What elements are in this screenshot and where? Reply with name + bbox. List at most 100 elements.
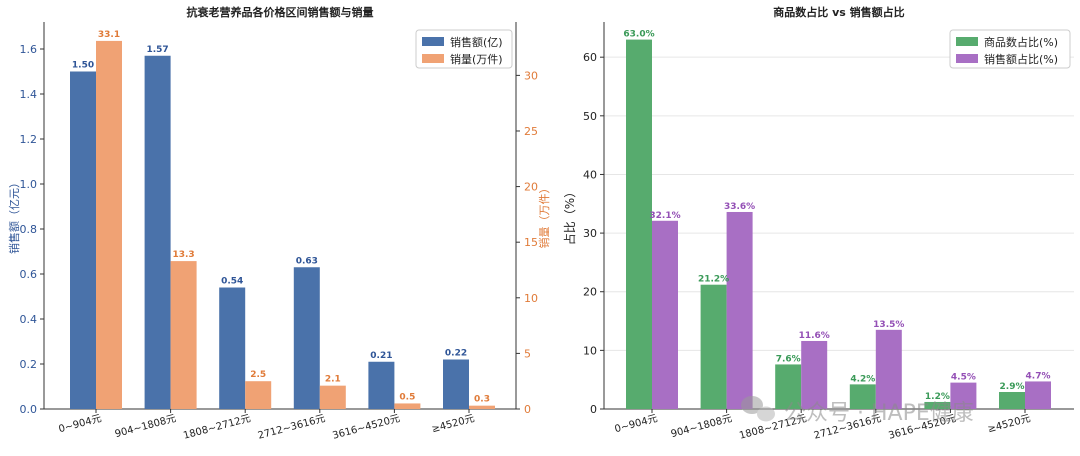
y2-tick-label: 30 <box>524 69 538 82</box>
x-tick-label: ≥4520元 <box>431 413 476 435</box>
bar-volume <box>96 40 122 409</box>
bar-product-share <box>775 364 802 409</box>
chart-title: 抗衰老营养品各价格区间销售额与销量 <box>187 5 374 19</box>
y2-tick-label: 15 <box>524 236 538 249</box>
watermark: 公众号 · HAPE健康 <box>741 396 974 426</box>
bar-sales <box>144 55 171 409</box>
y-tick-label: 0.2 <box>20 358 38 371</box>
data-label-sales-share: 32.1% <box>649 211 680 221</box>
y-tick-label: 0.8 <box>20 223 38 236</box>
legend-label: 商品数占比(%) <box>984 35 1058 49</box>
bar-product-share <box>700 284 727 409</box>
data-label-sales-share: 33.6% <box>724 202 755 212</box>
bar-product-share <box>924 401 951 409</box>
y2-tick-label: 0 <box>524 403 531 416</box>
wechat-bubble-small <box>757 406 775 422</box>
bar-sales-share <box>950 382 977 409</box>
bar-volume <box>245 381 272 409</box>
y-tick-label: 0.4 <box>20 313 38 326</box>
y-axis-label: 销售额（亿元） <box>7 177 21 254</box>
data-label-volume: 0.5 <box>399 392 415 402</box>
x-tick-label: 904~1808元 <box>114 413 178 440</box>
data-label-sales: 1.57 <box>146 45 168 55</box>
bar-product-share <box>849 384 876 409</box>
data-label-sales-share: 4.5% <box>951 373 976 383</box>
bar-sales-share <box>726 211 753 409</box>
legend-swatch <box>422 37 444 46</box>
y-tick-label: 1.6 <box>20 43 38 56</box>
left-chart: 抗衰老营养品各价格区间销售额与销量 0.0 0.2 0.4 0.6 0.8 1.0 1.2 1.… <box>7 5 551 442</box>
data-label-volume: 33.1 <box>98 30 120 40</box>
legend-swatch <box>956 37 978 46</box>
y-axis-label: 占比（%） <box>562 186 577 245</box>
legend-label: 销售额占比(%) <box>984 52 1058 66</box>
data-label-product-share: 4.2% <box>850 374 875 384</box>
legend-box <box>949 29 1071 69</box>
x-tick-label: 3616~4520元 <box>331 413 401 442</box>
legend-label: 销售额(亿) <box>450 35 503 49</box>
bar-sales-share <box>652 220 678 409</box>
y2-axis-label: 销量（万件） <box>537 183 551 249</box>
y2-tick-label: 20 <box>524 181 538 194</box>
y-tick-label: 1.4 <box>20 88 38 101</box>
y2-tick-label: 25 <box>524 125 538 138</box>
data-label-product-share: 1.2% <box>925 392 950 402</box>
bar-volume <box>394 403 421 409</box>
bar-sales-share <box>1025 381 1051 409</box>
y-tick-label: 0 <box>590 403 597 416</box>
y-tick-label: 50 <box>583 110 597 123</box>
data-label-volume: 2.5 <box>250 370 266 380</box>
bar-sales <box>443 359 469 409</box>
bar-sales-share <box>875 329 902 409</box>
y-tick-label: 20 <box>583 286 597 299</box>
bar-sales <box>368 361 395 409</box>
data-label-sales: 0.63 <box>296 256 318 266</box>
data-label-volume: 2.1 <box>325 375 341 385</box>
y-tick-label: 1.2 <box>20 133 38 146</box>
bar-volume <box>469 405 495 409</box>
wechat-icon <box>741 396 775 422</box>
bar-product-share <box>999 391 1025 409</box>
data-label-product-share: 2.9% <box>1000 382 1025 392</box>
y2-tick-label: 5 <box>524 347 531 360</box>
bar-sales <box>70 71 96 409</box>
y-tick-label: 60 <box>583 51 597 64</box>
bar-sales <box>293 267 320 409</box>
x-tick-label: 2712~3616元 <box>257 413 327 442</box>
x-tick-label: 904~1808元 <box>670 413 734 440</box>
bar-sales-share <box>801 340 828 409</box>
data-label-volume: 0.3 <box>474 395 490 405</box>
y-tick-label: 30 <box>583 227 597 240</box>
y-tick-label: 0.6 <box>20 268 38 281</box>
y-tick-label: 1.0 <box>20 178 38 191</box>
data-label-sales-share: 11.6% <box>799 331 830 341</box>
data-label-sales: 1.50 <box>72 61 94 71</box>
legend-label: 销量(万件) <box>450 52 503 66</box>
data-label-sales-share: 4.7% <box>1026 371 1051 381</box>
watermark-text: 公众号 · HAPE健康 <box>784 401 974 426</box>
bar-volume <box>319 385 346 409</box>
chart-title: 商品数占比 vs 销售额占比 <box>773 5 904 19</box>
legend-swatch <box>422 54 444 63</box>
x-tick-label: 0~904元 <box>58 413 103 435</box>
y-tick-label: 40 <box>583 168 597 181</box>
bar-product-share <box>626 39 652 409</box>
wechat-bubble-large <box>741 396 763 414</box>
bar-sales <box>219 287 246 409</box>
data-label-volume: 13.3 <box>172 250 194 260</box>
data-label-product-share: 21.2% <box>698 275 729 285</box>
x-tick-label: 0~904元 <box>614 413 659 435</box>
x-tick-label: ≥4520元 <box>987 413 1032 435</box>
y-tick-label: 10 <box>583 344 597 357</box>
bar-volume <box>170 261 197 409</box>
legend-swatch <box>956 54 978 63</box>
data-label-sales-share: 13.5% <box>873 320 904 330</box>
right-chart: 商品数占比 vs 销售额占比 0 10 20 30 40 50 60 占比（%） 63.0% 32.… <box>562 5 1074 442</box>
data-label-sales: 0.21 <box>370 351 392 361</box>
data-label-product-share: 63.0% <box>623 30 654 40</box>
data-label-sales: 0.54 <box>221 277 243 287</box>
data-label-sales: 0.22 <box>445 349 467 359</box>
x-tick-label: 1808~2712元 <box>182 413 252 442</box>
